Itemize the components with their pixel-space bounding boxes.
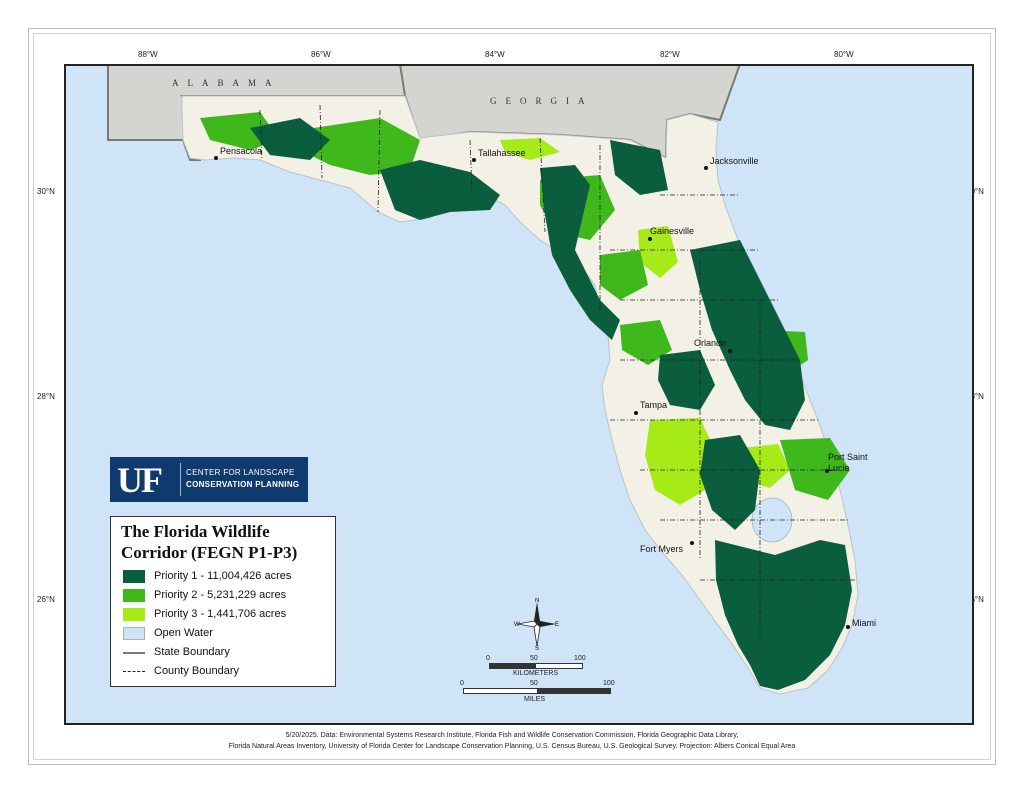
swatch-priority-1 xyxy=(123,570,145,583)
mi-tick-0: 0 xyxy=(460,680,464,687)
legend-label: Priority 2 - 5,231,229 acres xyxy=(154,589,287,601)
city-gainesville: Gainesville xyxy=(646,226,695,241)
city-label: Tampa xyxy=(640,400,668,410)
compass-e: E xyxy=(555,622,559,628)
city-pensacola: Pensacola xyxy=(212,146,263,160)
lat-label-left: 26°N xyxy=(37,595,55,604)
state-label-georgia: GEORGIA xyxy=(490,96,594,106)
lat-label-left: 30°N xyxy=(37,187,55,196)
footer-line-2: Florida Natural Areas Inventory, Univers… xyxy=(228,743,796,750)
map-panel[interactable]: ALABAMA GEORGIA Pensacola Tallahassee Ja… xyxy=(64,64,974,725)
city-tampa: Tampa xyxy=(634,400,668,415)
footer-line-1: 5/20/2025. Data: Environmental Systems R… xyxy=(285,732,739,739)
city-dot xyxy=(472,158,476,162)
km-tick-50: 50 xyxy=(530,655,538,662)
swatch-open-water xyxy=(123,627,145,640)
lon-label: 88°W xyxy=(138,50,158,59)
mi-tick-50: 50 xyxy=(530,680,538,687)
logo-line1: CENTER FOR LANDSCAPE xyxy=(186,468,295,477)
county-boundaries xyxy=(259,104,855,640)
logo-letters: UF xyxy=(117,460,163,500)
city-fort-myers: Fort Myers xyxy=(640,541,694,554)
mi-bar xyxy=(463,688,611,694)
city-jacksonville: Jacksonville xyxy=(702,156,759,170)
legend-title-line2: Corridor (FEGN P1-P3) xyxy=(121,543,298,562)
logo-divider xyxy=(180,463,181,496)
lat-label-right: 26°N xyxy=(966,595,984,604)
lon-label: 86°W xyxy=(311,50,331,59)
city-port-saint-lucie: Port Saint Lucie xyxy=(825,452,888,474)
lon-label: 82°W xyxy=(660,50,680,59)
map-legend: The Florida Wildlife Corridor (FEGN P1-P… xyxy=(110,516,336,687)
state-label-alabama: ALABAMA xyxy=(172,78,281,88)
swatch-state-boundary xyxy=(123,652,145,654)
city-orlando: Orlando xyxy=(694,338,732,353)
priority-2-areas xyxy=(200,112,850,500)
lon-label: 80°W xyxy=(834,50,854,59)
mi-label: MILES xyxy=(524,696,546,703)
city-dot xyxy=(214,156,218,160)
city-dot xyxy=(690,541,694,545)
swatch-priority-3 xyxy=(123,608,145,621)
km-label: KILOMETERS xyxy=(513,670,559,677)
legend-title: The Florida Wildlife Corridor (FEGN P1-P… xyxy=(121,521,297,563)
lat-label-left: 28°N xyxy=(37,392,55,401)
legend-label: Priority 3 - 1,441,706 acres xyxy=(154,608,287,620)
city-label: Pensacola xyxy=(220,146,263,156)
city-dot xyxy=(846,625,850,629)
city-dot xyxy=(825,469,829,473)
city-dot xyxy=(634,411,638,415)
florida-land xyxy=(181,95,859,695)
lat-label-right: 30°N xyxy=(966,187,984,196)
city-label: Tallahassee xyxy=(478,148,526,158)
compass-s: S xyxy=(535,646,539,650)
legend-label: County Boundary xyxy=(154,665,239,677)
swatch-priority-2 xyxy=(123,589,145,602)
city-label: Miami xyxy=(852,618,876,628)
compass-w: W xyxy=(514,622,520,628)
city-miami: Miami xyxy=(846,618,876,629)
km-bar xyxy=(489,663,583,669)
city-tallahassee: Tallahassee xyxy=(470,148,526,162)
outer-frame xyxy=(28,28,996,765)
city-label: Gainesville xyxy=(650,226,695,236)
priority-1-areas xyxy=(250,118,852,690)
logo-line2: CONSERVATION PLANNING xyxy=(186,480,300,489)
city-label: Port Saint Lucie xyxy=(828,452,868,473)
uf-logo: UF CENTER FOR LANDSCAPE CONSERVATION PLA… xyxy=(110,457,308,502)
north-arrow-icon: N S W E xyxy=(514,598,559,650)
lon-label: 84°W xyxy=(485,50,505,59)
city-label: Orlando xyxy=(694,338,727,348)
km-tick-100: 100 xyxy=(574,655,586,662)
city-dot xyxy=(648,237,652,241)
inner-frame xyxy=(33,33,991,760)
lat-label-right: 28°N xyxy=(966,392,984,401)
city-dot xyxy=(704,166,708,170)
legend-label: Priority 1 - 11,004,426 acres xyxy=(154,570,292,582)
legend-label: Open Water xyxy=(154,627,213,639)
swatch-county-boundary xyxy=(123,671,145,672)
km-tick-0: 0 xyxy=(486,655,490,662)
legend-label: State Boundary xyxy=(154,646,230,658)
city-label: Fort Myers xyxy=(640,544,684,554)
map-canvas xyxy=(66,66,972,723)
city-label: Jacksonville xyxy=(710,156,759,166)
city-dot xyxy=(728,349,732,353)
legend-title-line1: The Florida Wildlife xyxy=(121,522,270,541)
compass-n: N xyxy=(535,598,539,604)
mi-tick-100: 100 xyxy=(603,680,615,687)
